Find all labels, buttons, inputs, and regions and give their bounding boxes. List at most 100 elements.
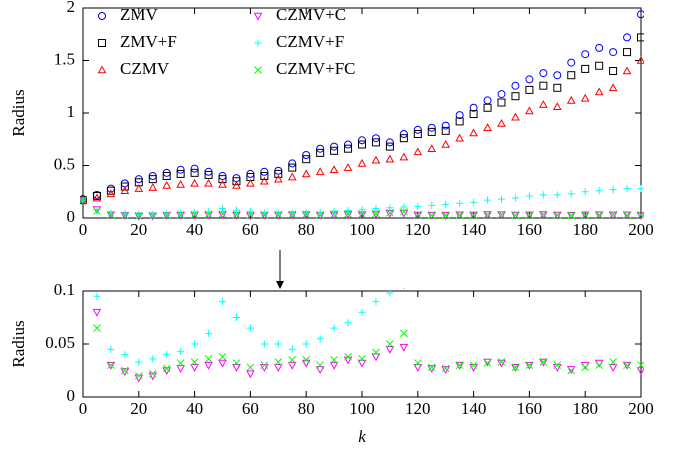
marker bbox=[539, 211, 548, 220]
marker bbox=[260, 176, 269, 185]
marker bbox=[302, 210, 311, 219]
legend-label: CZMV+C bbox=[276, 5, 346, 24]
marker bbox=[441, 139, 451, 148]
marker bbox=[260, 340, 268, 348]
marker bbox=[567, 190, 575, 198]
marker bbox=[637, 185, 644, 193]
marker bbox=[343, 356, 353, 365]
marker bbox=[232, 314, 240, 321]
y-tick-label: 1 bbox=[67, 102, 76, 121]
marker bbox=[371, 155, 381, 164]
marker bbox=[163, 351, 171, 359]
marker bbox=[483, 123, 492, 131]
marker bbox=[330, 324, 338, 332]
marker bbox=[316, 210, 325, 219]
marker bbox=[190, 178, 199, 187]
marker bbox=[287, 361, 297, 370]
x-tick-label: 140 bbox=[461, 220, 487, 239]
marker bbox=[302, 209, 310, 217]
legend-marker bbox=[254, 66, 262, 74]
marker bbox=[204, 354, 213, 363]
legend-marker bbox=[254, 39, 262, 47]
marker bbox=[608, 364, 618, 372]
x-tick-label: 40 bbox=[186, 399, 203, 418]
marker bbox=[580, 211, 590, 220]
marker bbox=[498, 195, 505, 203]
marker bbox=[330, 146, 339, 155]
marker bbox=[552, 211, 562, 220]
marker bbox=[149, 210, 157, 218]
marker bbox=[162, 211, 171, 220]
marker bbox=[386, 289, 394, 297]
marker bbox=[386, 340, 394, 348]
marker bbox=[246, 324, 254, 332]
marker bbox=[204, 178, 213, 187]
marker bbox=[553, 191, 561, 199]
marker bbox=[120, 366, 129, 375]
marker bbox=[148, 183, 158, 191]
marker bbox=[121, 210, 129, 218]
x-tick-label: 120 bbox=[405, 220, 431, 239]
marker bbox=[497, 210, 506, 219]
marker bbox=[386, 204, 394, 212]
marker bbox=[329, 361, 339, 370]
marker bbox=[344, 144, 353, 153]
marker bbox=[623, 210, 631, 219]
marker bbox=[553, 361, 562, 370]
marker bbox=[413, 210, 422, 219]
marker bbox=[218, 175, 227, 184]
marker bbox=[288, 345, 296, 353]
marker bbox=[441, 126, 450, 135]
marker bbox=[274, 358, 283, 366]
marker bbox=[148, 211, 157, 220]
x-tick-label: 0 bbox=[79, 399, 88, 418]
marker bbox=[176, 165, 185, 174]
marker bbox=[135, 211, 143, 219]
marker bbox=[483, 103, 492, 112]
marker bbox=[469, 128, 478, 137]
x-tick-label: 20 bbox=[130, 220, 147, 239]
marker bbox=[218, 179, 227, 188]
x-tick-label: 160 bbox=[517, 399, 543, 418]
marker bbox=[622, 66, 632, 75]
marker bbox=[623, 361, 631, 370]
marker bbox=[121, 351, 129, 359]
marker bbox=[441, 364, 450, 373]
marker bbox=[483, 210, 492, 219]
marker bbox=[162, 364, 171, 373]
marker bbox=[403, 288, 405, 290]
marker bbox=[413, 364, 423, 372]
marker bbox=[302, 151, 311, 159]
marker bbox=[205, 329, 213, 337]
marker bbox=[399, 329, 408, 338]
marker bbox=[497, 90, 506, 99]
marker bbox=[273, 174, 283, 183]
marker bbox=[581, 211, 590, 219]
marker bbox=[344, 352, 352, 361]
marker bbox=[566, 366, 576, 374]
marker bbox=[399, 130, 408, 138]
marker bbox=[441, 211, 450, 220]
x-tick-label: 200 bbox=[628, 399, 654, 418]
x-tick-label: 80 bbox=[298, 220, 315, 239]
marker bbox=[93, 292, 101, 300]
marker bbox=[441, 121, 450, 130]
marker bbox=[260, 361, 269, 370]
marker bbox=[93, 324, 101, 332]
x-tick-label: 160 bbox=[517, 220, 543, 239]
marker bbox=[176, 179, 185, 188]
marker bbox=[637, 210, 644, 219]
marker bbox=[539, 100, 548, 108]
marker bbox=[219, 298, 226, 306]
marker bbox=[134, 371, 143, 380]
marker bbox=[399, 343, 409, 352]
marker bbox=[595, 187, 603, 195]
marker bbox=[385, 138, 394, 147]
marker bbox=[302, 356, 311, 364]
marker bbox=[316, 335, 324, 343]
marker bbox=[610, 107, 617, 114]
y-axis-label: Radius bbox=[9, 320, 28, 367]
marker bbox=[358, 308, 366, 316]
marker bbox=[455, 133, 464, 142]
marker bbox=[595, 61, 604, 70]
